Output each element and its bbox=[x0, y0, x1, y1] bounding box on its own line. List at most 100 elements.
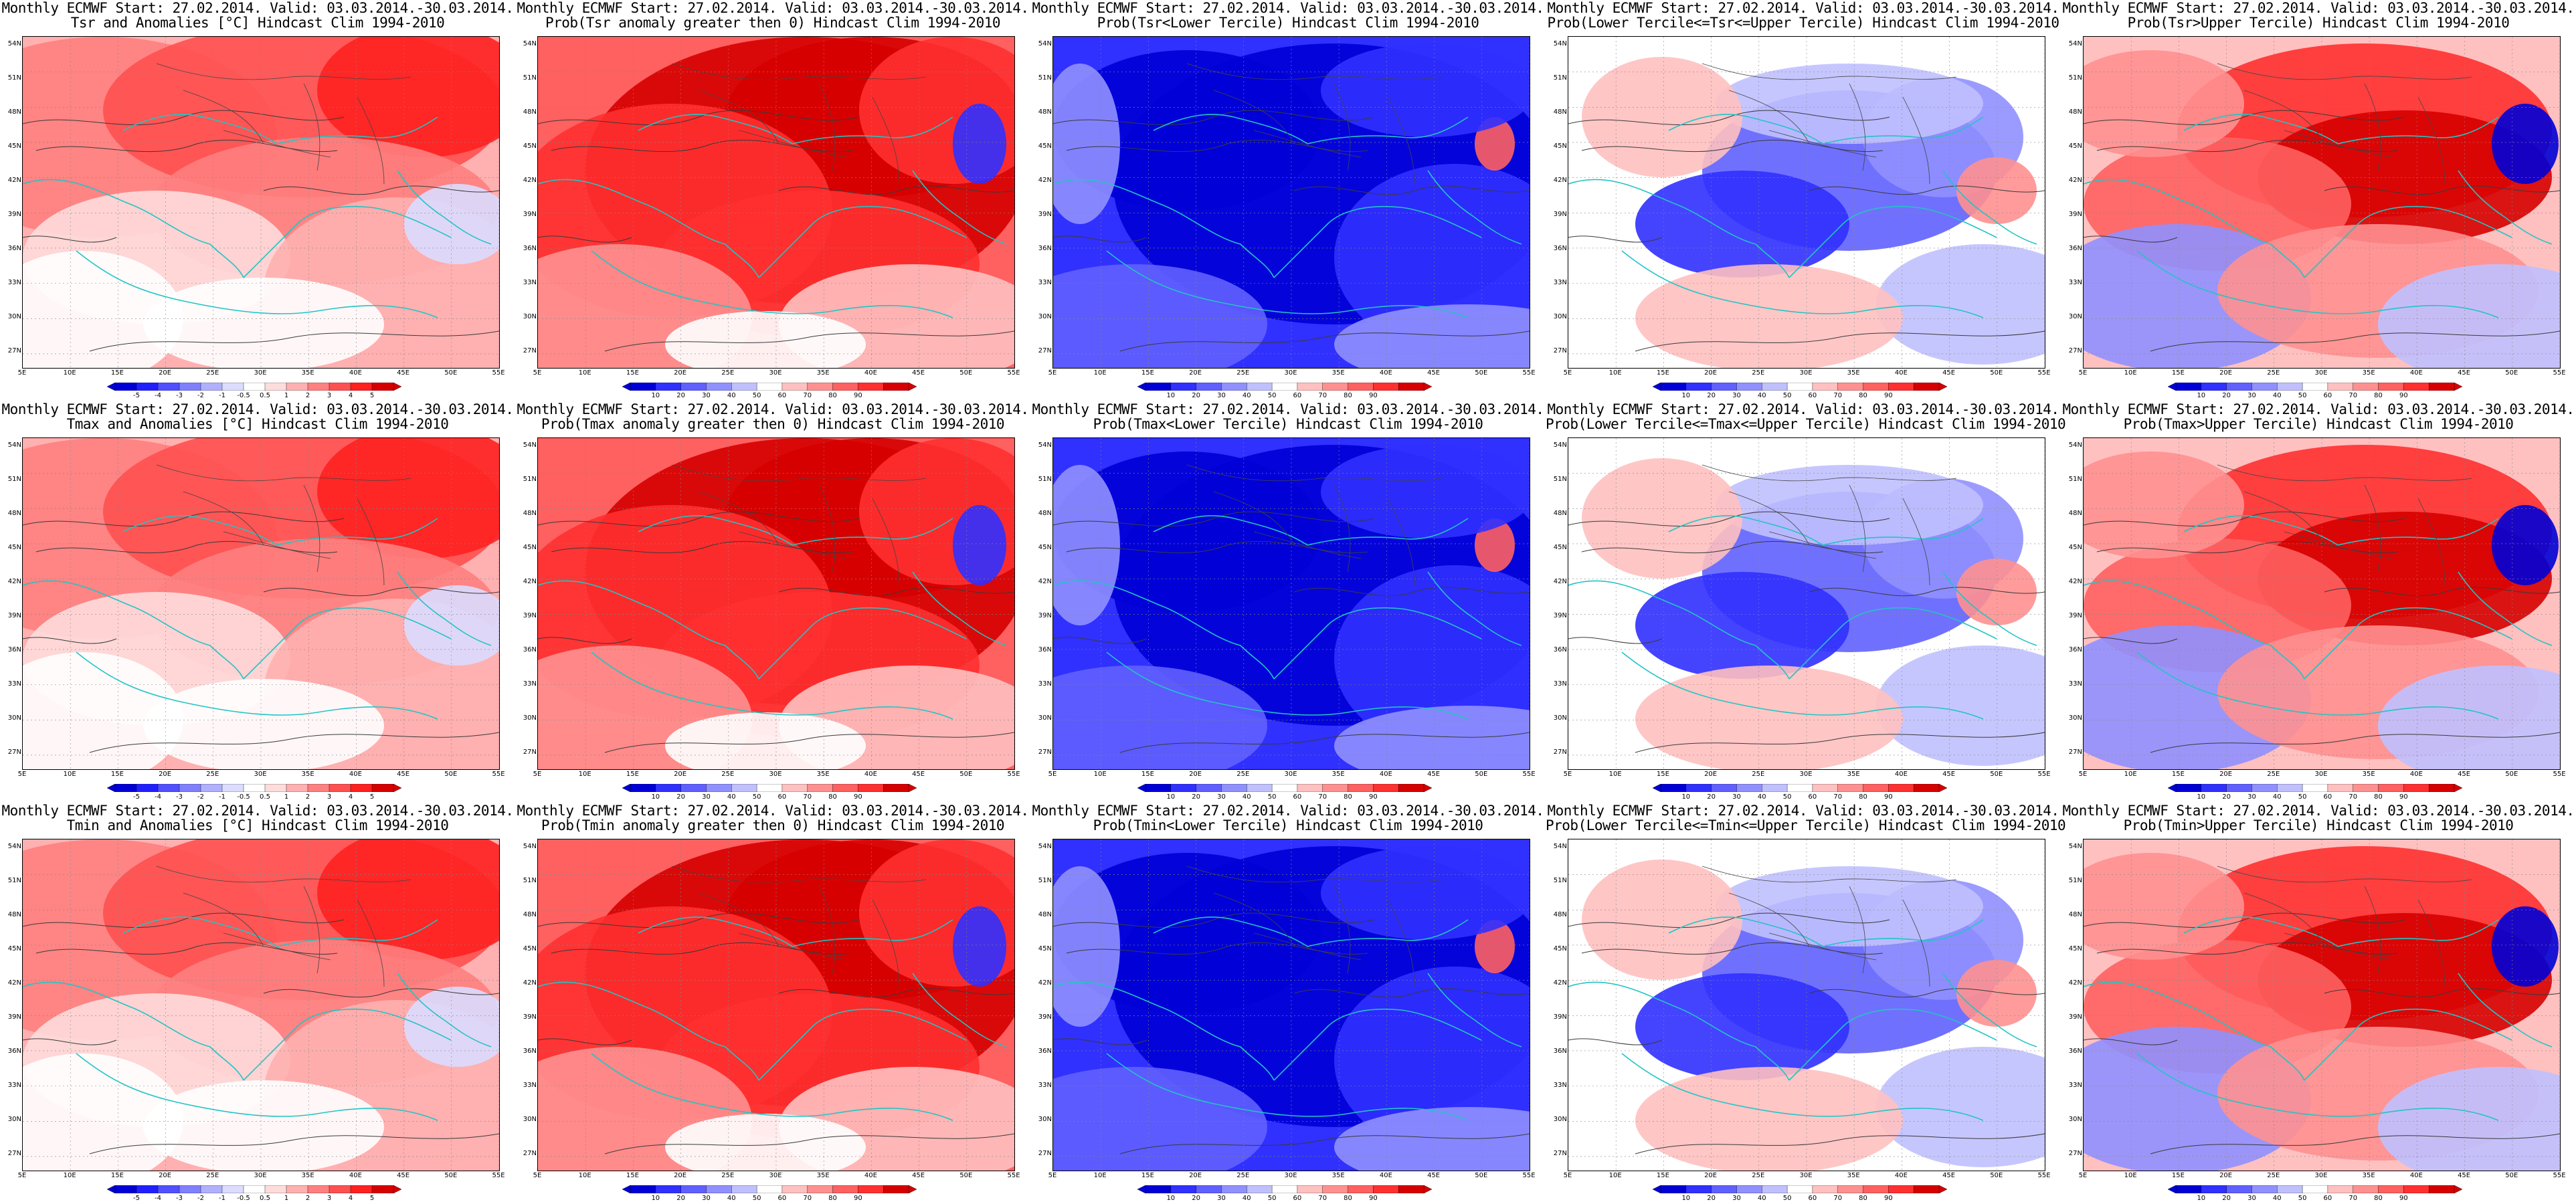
colorbar-tick-label: 3 bbox=[327, 793, 332, 801]
latitude-label: 30N bbox=[1038, 1116, 1052, 1123]
longitude-label: 55E bbox=[1007, 369, 1020, 377]
latitude-label: 45N bbox=[2068, 142, 2082, 150]
longitude-label: 15E bbox=[110, 369, 124, 377]
map-plot-area bbox=[2083, 839, 2561, 1171]
colorbar-tick-label: -3 bbox=[176, 793, 183, 801]
latitude-label: 33N bbox=[1038, 680, 1052, 688]
panel-title-line1: Monthly ECMWF Start: 27.02.2014. Valid: … bbox=[1547, 401, 2059, 417]
longitude-label: 5E bbox=[17, 771, 27, 778]
longitude-label: 30E bbox=[1284, 369, 1297, 377]
longitude-label: 55E bbox=[1007, 1172, 1020, 1179]
latitude-label: 45N bbox=[1553, 544, 1567, 551]
longitude-label: 45E bbox=[912, 1172, 925, 1179]
panel-title-line2: Prob(Tsr>Upper Tercile) Hindcast Clim 19… bbox=[2127, 15, 2510, 31]
latitude-label: 54N bbox=[2068, 40, 2082, 47]
map-plot-area bbox=[1052, 36, 1530, 369]
latitude-label: 42N bbox=[7, 177, 21, 184]
map-plot-area bbox=[1052, 839, 1530, 1171]
colorbar-tick-label: 90 bbox=[853, 1195, 862, 1202]
longitude-label: 20E bbox=[2219, 771, 2233, 778]
latitude-label: 54N bbox=[7, 843, 21, 850]
longitude-label: 30E bbox=[769, 369, 782, 377]
colorbar-tick-label: 20 bbox=[1192, 1195, 1200, 1202]
longitude-label: 20E bbox=[1704, 369, 1718, 377]
colorbar-tick-label: 0.5 bbox=[260, 392, 270, 399]
colorbar-tick-label: 80 bbox=[1344, 1195, 1352, 1202]
latitude-label: 30N bbox=[1553, 1116, 1567, 1123]
colorbar-tick-label: 90 bbox=[2399, 793, 2408, 801]
colorbar-tick-label: 2 bbox=[305, 1195, 310, 1202]
latitude-label: 27N bbox=[1553, 1150, 1567, 1157]
latitude-label: 36N bbox=[7, 1047, 21, 1055]
colorbar-tick-label: 10 bbox=[1166, 1195, 1176, 1202]
colorbar-tick-label: 30 bbox=[1217, 392, 1226, 399]
latitude-label: 42N bbox=[1553, 979, 1567, 987]
map-panel-tmin-2: Monthly ECMWF Start: 27.02.2014. Valid: … bbox=[515, 803, 1030, 1204]
longitude-label: 50E bbox=[959, 369, 973, 377]
colorbar-tick-label: -1 bbox=[219, 793, 225, 801]
latitude-label: 54N bbox=[523, 441, 537, 449]
longitude-label: 50E bbox=[959, 1172, 973, 1179]
colorbar-tick-label: 40 bbox=[1757, 392, 1766, 399]
longitude-label: 40E bbox=[1894, 1172, 1908, 1179]
latitude-label: 30N bbox=[7, 313, 21, 320]
longitude-label: 20E bbox=[2219, 369, 2233, 377]
longitude-label: 25E bbox=[2267, 1172, 2280, 1179]
latitude-label: 39N bbox=[523, 1013, 537, 1021]
map-plot-area bbox=[1568, 36, 2045, 369]
latitude-label: 42N bbox=[2068, 578, 2082, 585]
map-field bbox=[23, 438, 499, 769]
longitude-label: 15E bbox=[626, 771, 639, 778]
latitude-label: 51N bbox=[2068, 877, 2082, 884]
longitude-label: 30E bbox=[2314, 1172, 2328, 1179]
colorbar-tick-label: 20 bbox=[2222, 793, 2231, 801]
latitude-label: 42N bbox=[1553, 578, 1567, 585]
longitude-label: 10E bbox=[63, 1172, 76, 1179]
panel-title-line2: Prob(Tmax anomaly greater then 0) Hindca… bbox=[541, 416, 1005, 432]
latitude-label: 36N bbox=[1038, 1047, 1052, 1055]
longitude-label: 50E bbox=[1475, 369, 1488, 377]
longitude-label: 35E bbox=[1331, 771, 1345, 778]
colorbar-tick-label: 10 bbox=[1681, 1195, 1691, 1202]
longitude-label: 25E bbox=[1752, 771, 1765, 778]
longitude-label: 15E bbox=[110, 771, 124, 778]
longitude-label: 55E bbox=[1522, 771, 1536, 778]
latitude-label: 42N bbox=[7, 979, 21, 987]
panel-title-line1: Monthly ECMWF Start: 27.02.2014. Valid: … bbox=[1, 803, 514, 819]
colorbar-tick-label: 30 bbox=[1732, 392, 1741, 399]
longitude-label: 10E bbox=[2124, 1172, 2137, 1179]
longitude-label: 35E bbox=[301, 771, 314, 778]
longitude-label: 50E bbox=[2505, 771, 2518, 778]
latitude-label: 48N bbox=[1553, 911, 1567, 918]
longitude-label: 10E bbox=[63, 369, 76, 377]
latitude-label: 54N bbox=[523, 843, 537, 850]
longitude-label: 45E bbox=[1942, 771, 1956, 778]
map-plot-area bbox=[1568, 437, 2045, 770]
map-plot-area bbox=[537, 839, 1015, 1171]
colorbar-tick-label: 60 bbox=[2323, 392, 2332, 399]
colorbar-tick-label: 60 bbox=[1808, 392, 1817, 399]
longitude-label: 5E bbox=[1563, 1172, 1572, 1179]
longitude-label: 35E bbox=[1847, 771, 1860, 778]
colorbar-tick-label: 20 bbox=[676, 1195, 685, 1202]
colorbar-tick-label: 50 bbox=[1267, 392, 1277, 399]
latitude-label: 45N bbox=[7, 142, 21, 150]
colorbar-tick-label: 2 bbox=[305, 392, 310, 399]
latitude-label: 48N bbox=[523, 911, 537, 918]
map-plot-area bbox=[2083, 437, 2561, 770]
colorbar-tick-label: 90 bbox=[1883, 392, 1893, 399]
latitude-label: 54N bbox=[1038, 843, 1052, 850]
longitude-label: 40E bbox=[864, 1172, 877, 1179]
map-field bbox=[538, 438, 1014, 769]
colorbar-tick-label: 30 bbox=[2247, 1195, 2256, 1202]
latitude-label: 33N bbox=[2068, 1082, 2082, 1089]
longitude-label: 50E bbox=[444, 1172, 458, 1179]
panel-title-line2: Prob(Lower Tercile<=Tmin<=Upper Tercile)… bbox=[1546, 817, 2066, 833]
latitude-label: 51N bbox=[1038, 476, 1052, 483]
colorbar-tick-label: 70 bbox=[1318, 1195, 1327, 1202]
longitude-label: 45E bbox=[912, 771, 925, 778]
colorbar-tick-label: 40 bbox=[727, 793, 736, 801]
longitude-label: 10E bbox=[1608, 369, 1622, 377]
colorbar-tick-label: -2 bbox=[197, 392, 204, 399]
latitude-label: 39N bbox=[7, 211, 21, 218]
